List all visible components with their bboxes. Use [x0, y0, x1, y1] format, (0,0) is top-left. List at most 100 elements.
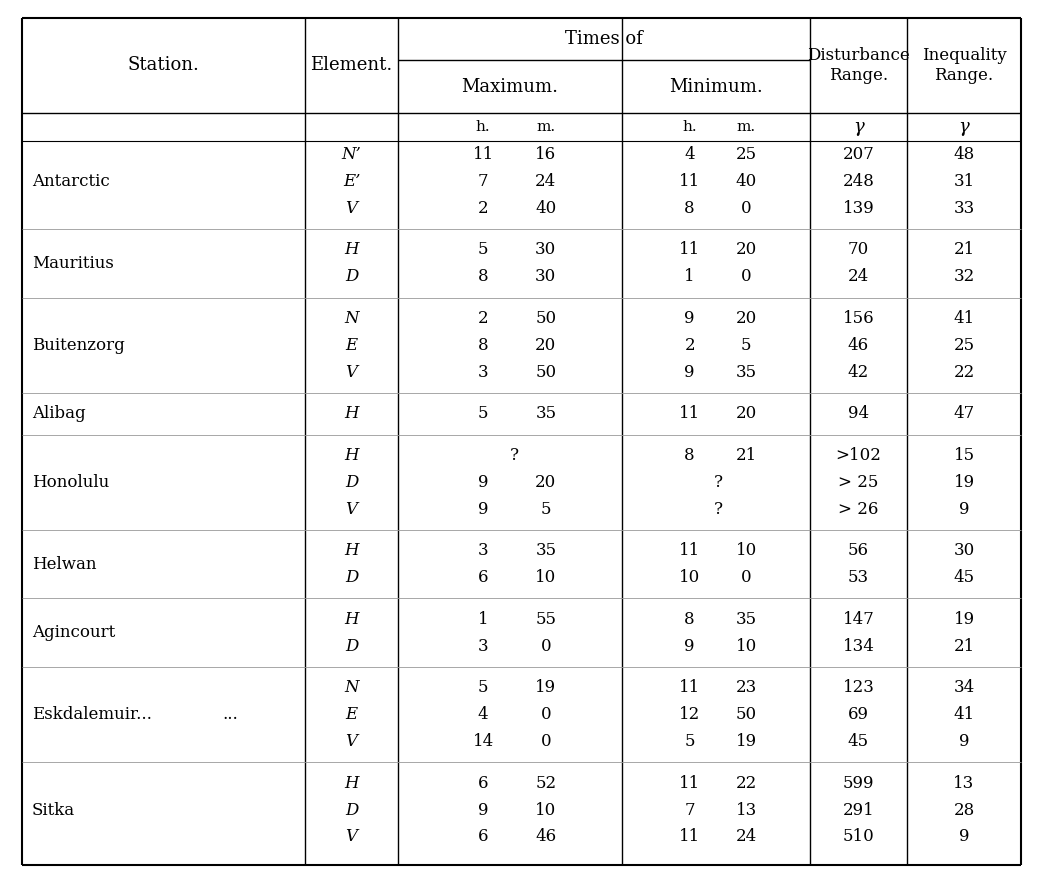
Text: m.: m.: [736, 120, 755, 134]
Text: V: V: [345, 200, 358, 217]
Text: 9: 9: [684, 310, 695, 327]
Text: H: H: [344, 774, 359, 791]
Text: 11: 11: [472, 146, 493, 163]
Text: 47: 47: [953, 405, 974, 422]
Text: 41: 41: [953, 706, 974, 723]
Text: 248: 248: [843, 173, 874, 190]
Text: 6: 6: [478, 828, 488, 846]
Text: 3: 3: [478, 638, 488, 654]
Text: 13: 13: [735, 802, 757, 819]
Text: Element.: Element.: [311, 57, 392, 74]
Text: 9: 9: [478, 802, 488, 819]
Text: 13: 13: [953, 774, 974, 791]
Text: 11: 11: [679, 241, 700, 259]
Text: 56: 56: [848, 542, 869, 559]
Text: D: D: [345, 570, 358, 586]
Text: 2: 2: [478, 310, 488, 327]
Text: > 25: > 25: [839, 474, 878, 491]
Text: D: D: [345, 474, 358, 491]
Text: Maximum.: Maximum.: [461, 78, 558, 95]
Text: D: D: [345, 268, 358, 285]
Text: 53: 53: [848, 570, 869, 586]
Text: 25: 25: [735, 146, 756, 163]
Text: 20: 20: [735, 310, 757, 327]
Text: 32: 32: [953, 268, 974, 285]
Text: 35: 35: [735, 611, 756, 628]
Text: V: V: [345, 501, 358, 517]
Text: >102: >102: [835, 447, 881, 464]
Text: 31: 31: [953, 173, 974, 190]
Text: Times of: Times of: [565, 30, 642, 48]
Text: 156: 156: [843, 310, 874, 327]
Text: Eskdalemuir...: Eskdalemuir...: [32, 706, 152, 723]
Text: 5: 5: [741, 336, 751, 354]
Text: 510: 510: [843, 828, 874, 846]
Text: 20: 20: [735, 241, 757, 259]
Text: 0: 0: [540, 706, 551, 723]
Text: m.: m.: [536, 120, 556, 134]
Text: 41: 41: [953, 310, 974, 327]
Text: D: D: [345, 802, 358, 819]
Text: 291: 291: [843, 802, 874, 819]
Text: H: H: [344, 611, 359, 628]
Text: 55: 55: [535, 611, 556, 628]
Text: 40: 40: [535, 200, 557, 217]
Text: 599: 599: [843, 774, 874, 791]
Text: 30: 30: [535, 268, 557, 285]
Text: H: H: [344, 542, 359, 559]
Text: 45: 45: [953, 570, 974, 586]
Text: 207: 207: [843, 146, 874, 163]
Text: 6: 6: [478, 570, 488, 586]
Text: 4: 4: [478, 706, 488, 723]
Text: 11: 11: [679, 774, 700, 791]
Text: 11: 11: [679, 828, 700, 846]
Text: 70: 70: [848, 241, 869, 259]
Text: 2: 2: [478, 200, 488, 217]
Text: 10: 10: [535, 570, 557, 586]
Text: 50: 50: [535, 364, 556, 381]
Text: 11: 11: [679, 173, 700, 190]
Text: 0: 0: [540, 638, 551, 654]
Text: > 26: > 26: [839, 501, 878, 517]
Text: 23: 23: [735, 679, 757, 696]
Text: ?: ?: [510, 447, 519, 464]
Text: 48: 48: [953, 146, 974, 163]
Text: 5: 5: [478, 679, 488, 696]
Text: 7: 7: [478, 173, 488, 190]
Text: 46: 46: [848, 336, 869, 354]
Text: 11: 11: [679, 679, 700, 696]
Text: D: D: [345, 638, 358, 654]
Text: 24: 24: [735, 828, 757, 846]
Text: 123: 123: [843, 679, 874, 696]
Text: E’: E’: [343, 173, 360, 190]
Text: 1: 1: [684, 268, 695, 285]
Text: 8: 8: [684, 200, 695, 217]
Text: 9: 9: [478, 474, 488, 491]
Text: 19: 19: [535, 679, 556, 696]
Text: 35: 35: [535, 542, 556, 559]
Text: 50: 50: [535, 310, 556, 327]
Text: 8: 8: [684, 611, 695, 628]
Text: 10: 10: [735, 638, 757, 654]
Text: 19: 19: [953, 611, 974, 628]
Text: 28: 28: [953, 802, 974, 819]
Text: 134: 134: [843, 638, 874, 654]
Text: 21: 21: [953, 638, 974, 654]
Text: 5: 5: [478, 405, 488, 422]
Text: H: H: [344, 241, 359, 259]
Text: 22: 22: [953, 364, 974, 381]
Text: Alibag: Alibag: [32, 405, 86, 422]
Text: 52: 52: [535, 774, 556, 791]
Text: Disturbance
Range.: Disturbance Range.: [807, 47, 909, 84]
Text: 24: 24: [535, 173, 557, 190]
Text: Buitenzorg: Buitenzorg: [32, 336, 125, 354]
Text: 14: 14: [472, 733, 493, 750]
Text: 10: 10: [535, 802, 557, 819]
Text: 139: 139: [843, 200, 874, 217]
Text: 1: 1: [478, 611, 488, 628]
Text: 4: 4: [684, 146, 695, 163]
Text: N: N: [344, 310, 359, 327]
Text: 35: 35: [535, 405, 556, 422]
Text: 34: 34: [953, 679, 974, 696]
Text: 3: 3: [478, 542, 488, 559]
